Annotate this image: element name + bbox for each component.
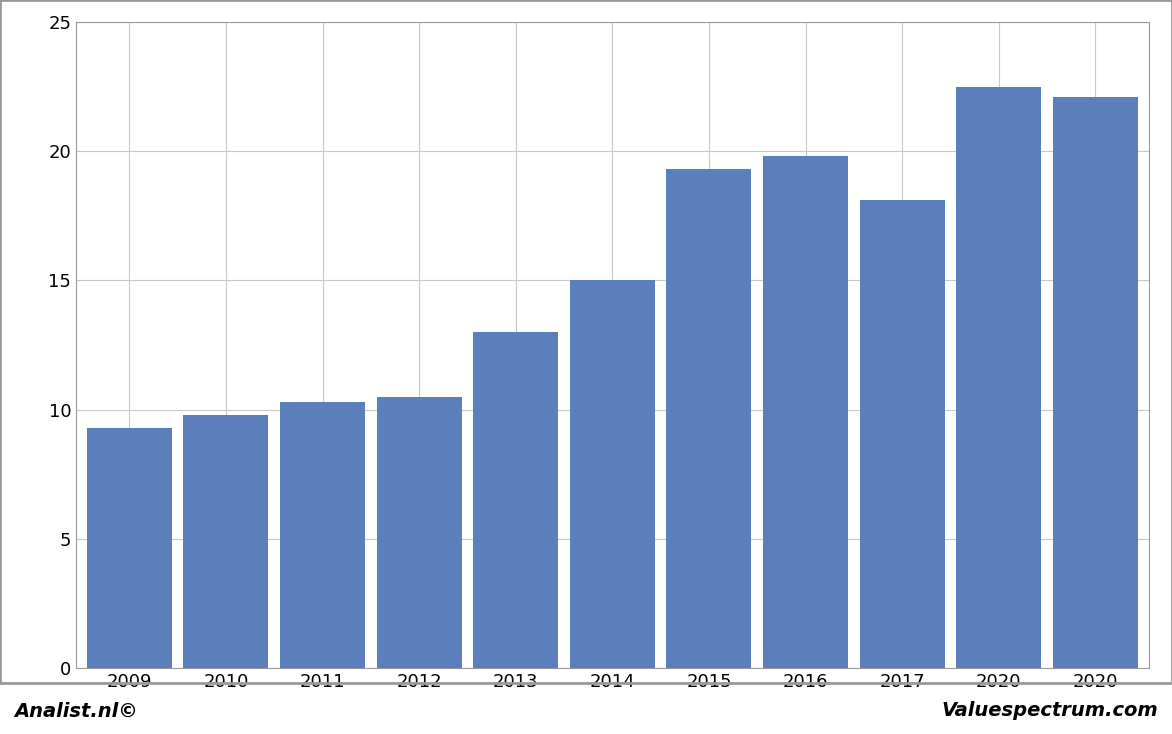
Text: Analist.nl©: Analist.nl© bbox=[14, 702, 138, 720]
Bar bbox=[860, 200, 945, 668]
Bar bbox=[956, 87, 1041, 668]
Bar bbox=[183, 415, 268, 668]
Bar bbox=[280, 401, 364, 668]
Bar bbox=[570, 280, 655, 668]
Text: Valuespectrum.com: Valuespectrum.com bbox=[941, 702, 1158, 720]
Bar bbox=[763, 156, 849, 668]
Bar bbox=[87, 428, 172, 668]
Bar bbox=[667, 170, 751, 668]
Bar bbox=[376, 396, 462, 668]
Bar bbox=[1052, 97, 1138, 668]
Bar bbox=[473, 332, 558, 668]
